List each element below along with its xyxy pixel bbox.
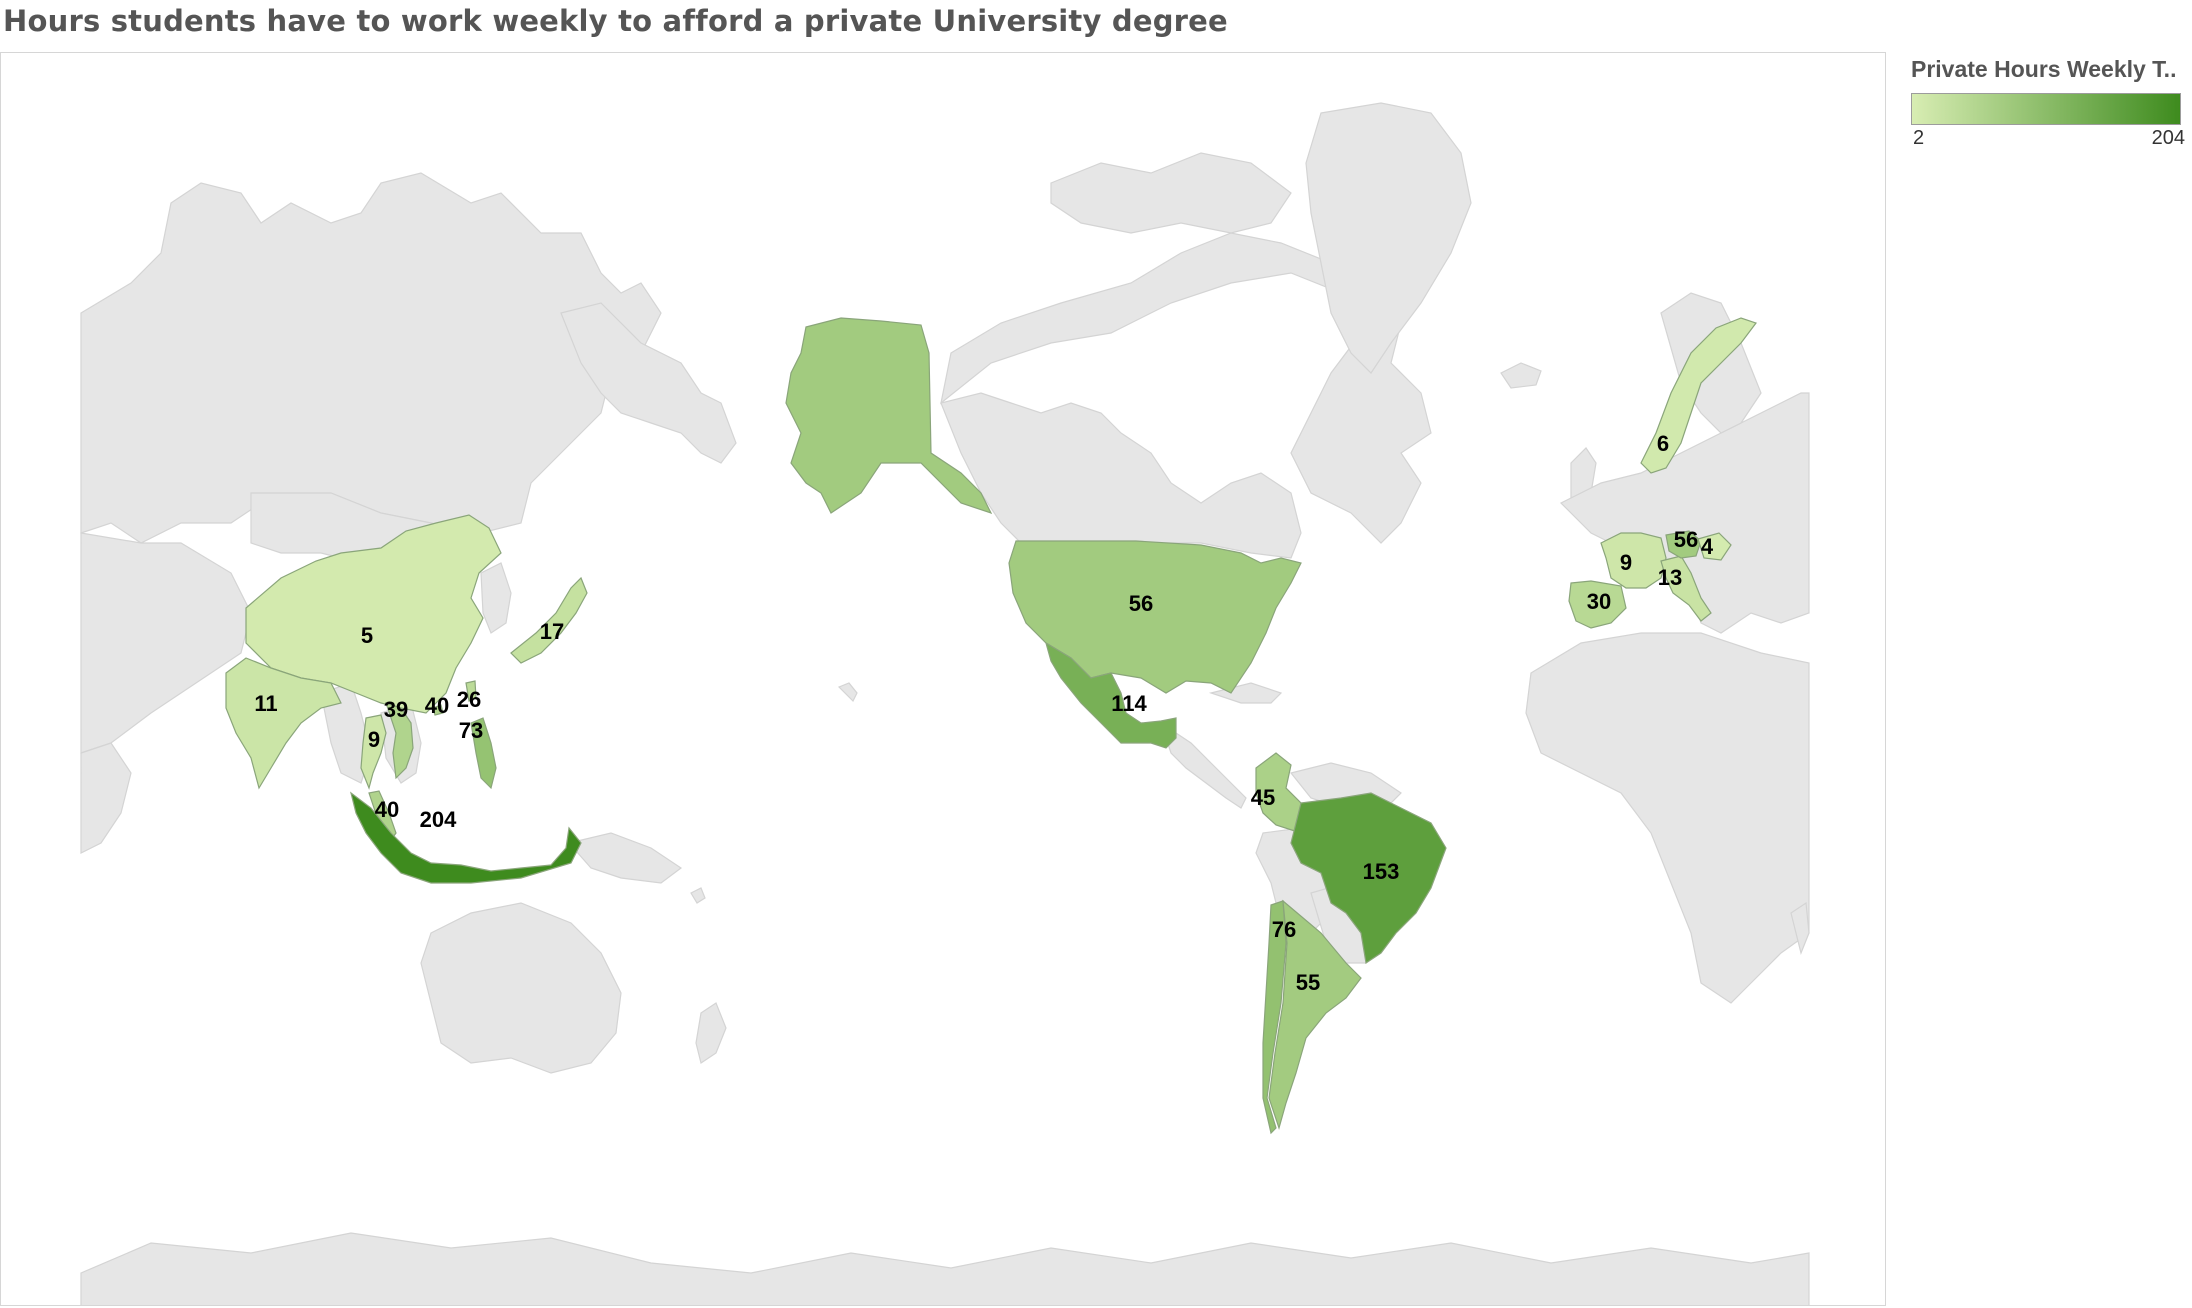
unselected-land [80, 102, 1810, 1305]
russia-east-land [560, 302, 737, 464]
world-map[interactable]: 56 114 45 153 76 55 6 9 30 13 56 4 5 11 … [1, 53, 1886, 1306]
korea-land [480, 562, 512, 634]
region-france [1600, 532, 1667, 589]
region-italy [1660, 555, 1712, 622]
label-malaysia: 40 [375, 797, 399, 822]
value-labels: 56 114 45 153 76 55 6 9 30 13 56 4 5 11 … [254, 431, 1714, 995]
region-central-europe-a [1665, 530, 1702, 559]
russia-west-land [80, 172, 662, 544]
canada-main-land [940, 392, 1302, 559]
pacific-island-land [690, 887, 706, 904]
label-philippines: 73 [459, 718, 483, 743]
region-vietnam [385, 702, 414, 780]
label-norway: 6 [1657, 431, 1669, 456]
australia-land [420, 902, 622, 1074]
label-colombia: 45 [1251, 785, 1275, 810]
label-china: 5 [361, 623, 373, 648]
label-india: 11 [254, 691, 277, 716]
label-thailand: 9 [368, 727, 380, 752]
region-thailand [360, 714, 387, 790]
color-legend[interactable]: Private Hours Weekly T.. 2 204 [1911, 56, 2185, 149]
legend-min-label: 2 [1913, 127, 1925, 149]
label-italy: 13 [1658, 565, 1682, 590]
antarctica-land [80, 1232, 1810, 1305]
selected-countries [225, 317, 1757, 1135]
label-central-europe-a: 56 [1674, 527, 1698, 552]
region-norway [1640, 317, 1757, 474]
papua-land [567, 832, 683, 884]
label-france: 9 [1620, 550, 1632, 575]
map-area[interactable]: 56 114 45 153 76 55 6 9 30 13 56 4 5 11 … [0, 52, 1886, 1306]
arctic-islands-land [1050, 152, 1292, 234]
region-argentina [1268, 899, 1362, 1131]
legend-gradient-bar [1911, 93, 2181, 125]
arabia-land [80, 742, 132, 854]
greenland-land [1305, 102, 1472, 374]
region-alaska [785, 317, 993, 515]
legend-max-label: 204 [2151, 127, 2185, 149]
label-japan: 17 [540, 619, 564, 644]
madagascar-land [1790, 901, 1810, 955]
region-central-europe-b [1697, 532, 1732, 561]
chart-title: Hours students have to work weekly to af… [3, 4, 1228, 38]
label-indonesia: 204 [420, 807, 457, 832]
label-vietnam: 39 [384, 697, 408, 722]
region-usa [1008, 540, 1302, 694]
region-chile [1262, 900, 1287, 1135]
iceland-land [1500, 362, 1542, 389]
canada-land [940, 232, 1432, 544]
region-philippines [470, 717, 497, 790]
new-zealand-land [695, 1002, 727, 1064]
region-brazil [1290, 792, 1447, 965]
central-america-land [1159, 721, 1247, 809]
central-asia-land [80, 532, 252, 754]
label-argentina: 55 [1296, 970, 1320, 995]
legend-title: Private Hours Weekly T.. [1911, 56, 2177, 82]
region-taiwan [465, 680, 477, 702]
label-central-europe-b: 4 [1701, 534, 1714, 559]
region-hong-kong [432, 704, 444, 716]
hawaii-land [837, 682, 858, 703]
label-chile: 76 [1272, 917, 1296, 942]
label-hong-kong: 40 [425, 693, 449, 718]
label-mexico: 114 [1111, 691, 1147, 716]
cuba-land [1208, 682, 1283, 704]
label-brazil: 153 [1363, 859, 1400, 884]
label-taiwan: 26 [457, 687, 481, 712]
region-indonesia [350, 791, 582, 884]
region-japan [510, 576, 588, 664]
label-usa: 56 [1129, 591, 1153, 616]
region-india [225, 657, 342, 790]
region-mexico [1045, 641, 1177, 749]
africa-land [1525, 632, 1810, 1004]
region-spain [1568, 580, 1627, 629]
label-spain: 30 [1587, 589, 1611, 614]
